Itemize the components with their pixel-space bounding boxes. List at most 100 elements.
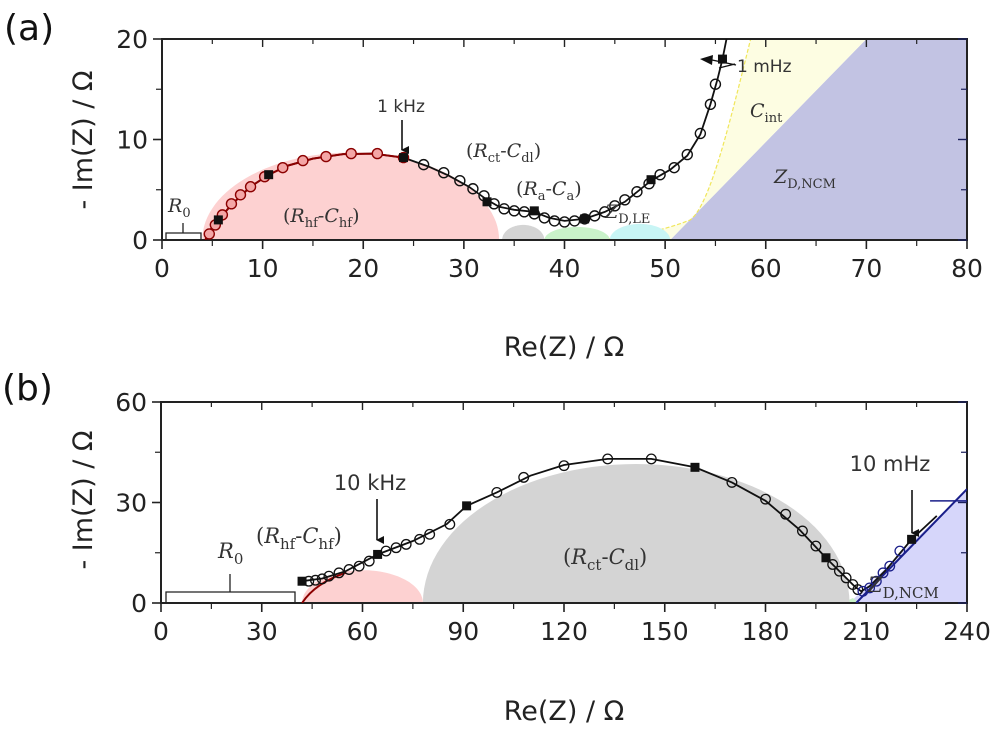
data-point xyxy=(704,98,717,111)
data-point xyxy=(320,150,332,163)
panel-b-xtick-label: 180 xyxy=(742,617,790,646)
data-point xyxy=(203,228,215,240)
data-point xyxy=(234,189,247,201)
panel-a-1mhz-label: 1 mHz xyxy=(737,57,792,77)
panel-a-xtick-label: 10 xyxy=(247,254,279,283)
data-point xyxy=(709,78,722,90)
data-point xyxy=(225,198,238,210)
panel-a-ylabel: - Im(Z) / Ω xyxy=(68,70,99,209)
data-point xyxy=(371,147,384,160)
panel-a-rhf-chf-label: (Rhf-Chf) xyxy=(283,205,360,231)
marker-square xyxy=(399,153,408,163)
panel-b-label: (b) xyxy=(2,368,53,409)
data-point xyxy=(491,487,503,498)
marker-square xyxy=(462,501,472,511)
data-point xyxy=(840,572,852,584)
data-point xyxy=(796,525,808,537)
marker-square xyxy=(646,175,656,185)
data-point xyxy=(602,453,614,465)
cint-region xyxy=(594,39,867,240)
panel-b-xtick-label: 210 xyxy=(842,617,890,646)
data-point xyxy=(884,560,896,572)
marker-square xyxy=(264,170,274,180)
panel-a-ytick-label: 0 xyxy=(132,226,148,255)
panel-b-ticks: 0 30 60 90 120 150 180 210 240 0 30 60 xyxy=(115,388,991,646)
data-point xyxy=(345,147,357,160)
panel-a-xtick-label: 80 xyxy=(951,254,983,283)
data-point xyxy=(827,559,839,570)
data-point xyxy=(277,161,289,174)
data-point xyxy=(548,215,561,227)
panel-a-label: (a) xyxy=(4,8,54,49)
data-point xyxy=(444,518,456,530)
panel-b-xtick-label: 60 xyxy=(347,617,379,646)
marker-square xyxy=(482,197,492,207)
panel-b-xlabel: Re(Z) / Ω xyxy=(504,696,625,727)
data-point xyxy=(353,560,365,572)
panel-b-r0-label: R0 xyxy=(217,539,243,568)
data-point xyxy=(726,476,738,488)
marker-square xyxy=(717,54,727,64)
data-point xyxy=(297,154,309,167)
data-point xyxy=(454,175,466,187)
data-point xyxy=(619,194,631,206)
data-point xyxy=(780,508,792,520)
marker-square xyxy=(297,576,307,586)
data-point xyxy=(852,584,864,596)
panel-a-ticks: 0 10 20 30 40 50 60 70 80 0 10 20 xyxy=(116,25,983,283)
panel-a-xtick-label: 20 xyxy=(347,254,379,283)
data-point xyxy=(558,216,571,228)
panel-a-1khz-label: 1 kHz xyxy=(377,97,425,117)
marker-square xyxy=(821,553,831,563)
panel-b-xtick-label: 30 xyxy=(246,617,278,646)
panel-a-xlabel: Re(Z) / Ω xyxy=(504,332,625,363)
panel-b-xtick-label: 150 xyxy=(641,617,689,646)
panel-a-zdle-label: ZD,LE xyxy=(604,201,650,227)
panel-b-data xyxy=(297,453,967,603)
data-point xyxy=(588,210,601,222)
data-point xyxy=(424,528,436,540)
data-point xyxy=(578,213,591,225)
panel-a-ra-ca-label: (Ra-Ca) xyxy=(516,178,582,204)
marker-square xyxy=(580,214,590,224)
panel-a-xtick-label: 40 xyxy=(549,254,581,283)
data-point xyxy=(760,493,771,505)
panel-b-xtick-label: 90 xyxy=(447,617,479,646)
data-point xyxy=(467,183,479,195)
panel-a-1mhz-arrowhead xyxy=(700,55,713,65)
data-point xyxy=(864,582,876,594)
marker-square xyxy=(213,215,223,225)
data-point xyxy=(518,471,530,483)
panel-a-zdncm-label: ZD,NCM xyxy=(773,166,836,192)
panel-a-xtick-label: 50 xyxy=(649,254,681,283)
arc-region xyxy=(422,464,850,603)
data-point xyxy=(438,166,450,179)
data-point xyxy=(244,181,257,193)
data-point xyxy=(877,567,889,579)
panel-a-cint-label: Cint xyxy=(750,100,783,126)
panel-b-ytick-label: 0 xyxy=(131,589,147,618)
data-point xyxy=(333,567,345,579)
arc-region xyxy=(502,224,545,240)
data-point xyxy=(599,206,611,218)
data-point xyxy=(538,212,551,224)
panel-b-ylabel: - Im(Z) / Ω xyxy=(68,430,99,569)
data-point xyxy=(390,542,402,554)
data-point xyxy=(363,555,375,567)
data-point xyxy=(323,570,335,582)
data-point xyxy=(870,575,882,587)
marker-square xyxy=(529,206,539,216)
panel-a-r0-label: R0 xyxy=(167,195,191,221)
data-point xyxy=(631,186,643,198)
panel-a-regions xyxy=(202,39,967,240)
panel-b-zd-line xyxy=(855,488,967,603)
arc-region xyxy=(609,223,671,240)
panel-b-zdncm-label: ZD,NCM xyxy=(867,573,939,602)
data-point xyxy=(894,545,906,557)
marker-square xyxy=(690,462,700,472)
panel-a: (a) 0 10 20 30 40 50 60 70 80 0 10 20 - Im(Z) / Ω R… xyxy=(4,8,983,363)
panel-a-xtick-label: 70 xyxy=(850,254,882,283)
data-point xyxy=(343,564,355,575)
panel-a-rct-cdl-label: (Rct-Cdl) xyxy=(466,140,541,166)
